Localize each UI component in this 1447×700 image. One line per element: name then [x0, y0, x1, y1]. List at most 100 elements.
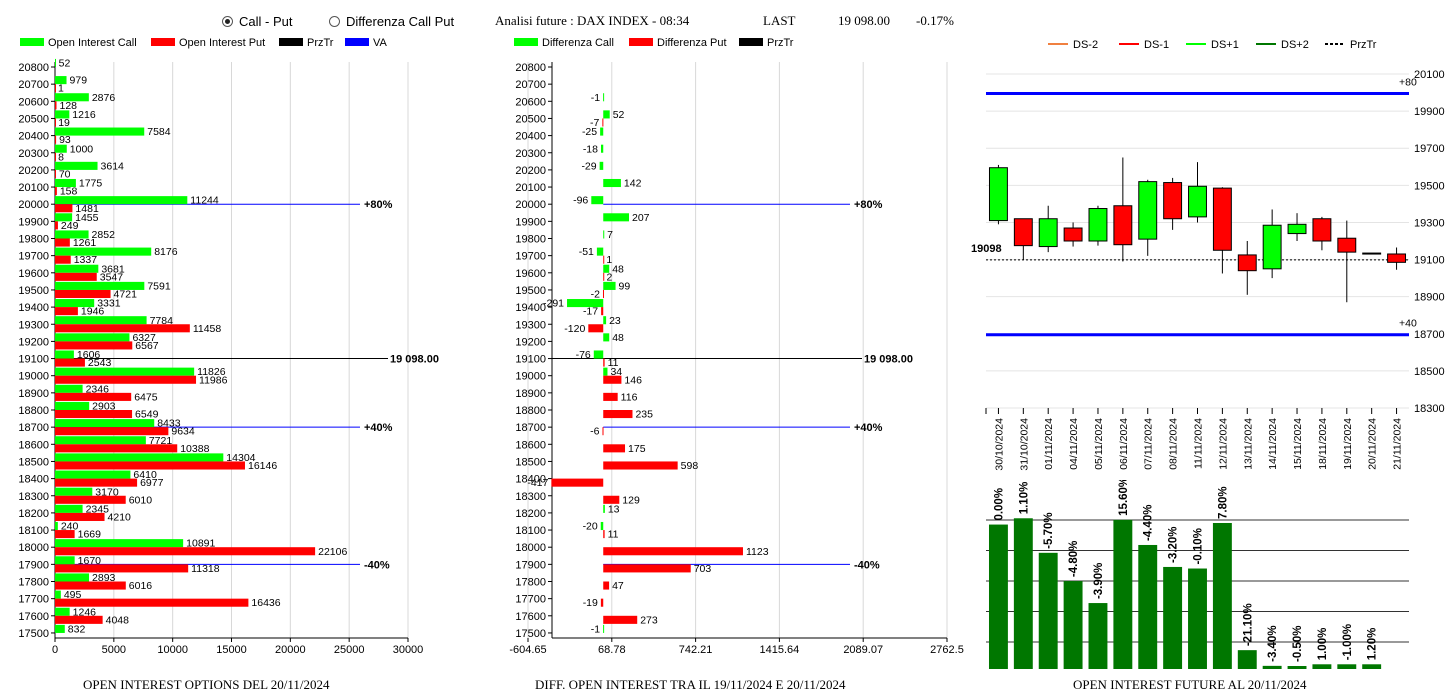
bar-call [55, 93, 89, 102]
y-tick-label: 20600 [18, 96, 49, 108]
data-label: 11244 [190, 195, 219, 207]
data-label: 52 [59, 58, 71, 70]
bar-call [600, 127, 604, 136]
bar-call [603, 110, 610, 119]
y-tick-label: 18500 [18, 456, 49, 468]
bar-label: -3.20% [1168, 527, 1180, 563]
data-label: 8433 [157, 418, 181, 430]
bar-call [593, 350, 604, 359]
x-tick-label: 10000 [157, 644, 188, 656]
data-label: 10891 [186, 538, 215, 550]
bar-put [55, 410, 133, 419]
data-label: 52 [613, 109, 625, 121]
data-label: 7721 [149, 435, 173, 447]
bar-put [55, 495, 126, 504]
bar-call [55, 299, 95, 308]
bar-call [603, 333, 610, 342]
candle-body [1038, 218, 1058, 248]
data-label: 22106 [318, 546, 347, 558]
y-tick-label: 18900 [18, 388, 49, 400]
y-tick-label: 19500 [18, 285, 49, 297]
data-label: 1775 [79, 178, 103, 190]
bar-put [55, 530, 75, 539]
data-label: 7784 [150, 315, 174, 327]
data-label: 1216 [72, 109, 96, 121]
data-label: 175 [628, 443, 646, 455]
radio-differenza-indicator[interactable] [329, 16, 340, 27]
level-label: +40% [854, 422, 883, 434]
candle-body [1188, 185, 1207, 218]
y-tick-label: 17800 [18, 577, 49, 589]
bar-put [55, 135, 57, 144]
data-label: 2543 [88, 357, 112, 369]
y-tick-label: 19000 [18, 371, 49, 383]
bar-put [603, 615, 638, 624]
price-label: 19 098.00 [390, 354, 439, 366]
bar-call [55, 419, 155, 428]
bar-put [603, 358, 605, 367]
legend-label: Differenza Put [657, 37, 727, 49]
data-label: 2893 [92, 572, 116, 584]
y-tick-label: 20800 [18, 62, 49, 74]
data-label: -7 [590, 117, 599, 129]
data-label: 11318 [191, 563, 220, 575]
bar-put [603, 255, 605, 264]
y-tick-label: 18700 [515, 422, 546, 434]
bar-label: 15.60% [1118, 480, 1130, 516]
y-tick-label: 19200 [515, 336, 546, 348]
y-tick-label: 19400 [515, 302, 546, 314]
data-label: 1337 [74, 254, 98, 266]
data-label: 16436 [251, 597, 280, 609]
radio-differenza[interactable]: Differenza Call Put [329, 14, 454, 29]
x-tick-label: 13/11/2024 [1242, 418, 1254, 470]
y-tick-label: 19100 [1414, 255, 1445, 267]
bar-put [55, 444, 178, 453]
diff-footer: DIFF. OPEN INTEREST TRA IL 19/11/2024 E … [535, 677, 846, 692]
x-tick-label: 25000 [334, 644, 365, 656]
candle-body [1387, 253, 1407, 263]
y-tick-label: 19300 [515, 319, 546, 331]
bar-put [600, 598, 604, 607]
y-tick-label: 18300 [515, 491, 546, 503]
bar-call [55, 247, 152, 256]
y-tick-label: 18500 [1414, 366, 1445, 378]
data-label: 128 [60, 100, 78, 112]
y-tick-label: 19500 [1414, 180, 1445, 192]
data-label: 11 [608, 357, 619, 369]
bar-call [55, 590, 61, 599]
legend-swatch [151, 38, 175, 46]
bar-put [603, 495, 620, 504]
data-label: 240 [61, 521, 79, 533]
bar-call [603, 316, 607, 325]
data-label: -25 [582, 126, 597, 138]
data-label: 235 [635, 409, 653, 421]
data-label: 2 [606, 271, 612, 283]
y-tick-label: 18500 [515, 456, 546, 468]
radio-call-put-indicator[interactable] [222, 16, 233, 27]
bar-put [55, 564, 189, 573]
y-tick-label: 17900 [18, 559, 49, 571]
x-tick-label: 5000 [102, 644, 126, 656]
y-tick-label: 19800 [18, 234, 49, 246]
bar-call [55, 230, 89, 239]
top-bar: Call - Put Differenza Call Put Analisi f… [0, 0, 1447, 34]
y-tick-label: 17500 [515, 628, 546, 640]
bar-label: 1.20% [1367, 628, 1379, 661]
y-tick-label: 17600 [515, 611, 546, 623]
x-tick-label: 14/11/2024 [1267, 418, 1279, 470]
bar-call [603, 367, 608, 376]
data-label: -2 [591, 289, 600, 301]
y-tick-label: 19100 [18, 354, 49, 366]
data-label: 6410 [133, 469, 157, 481]
y-tick-label: 20100 [1414, 69, 1445, 81]
future-bar [988, 524, 1008, 669]
candle-body [1013, 218, 1033, 247]
bar-put [603, 392, 618, 401]
bar-put [55, 169, 56, 178]
bar-call [567, 299, 604, 308]
bar-label: -3.90% [1093, 563, 1105, 599]
radio-call-put[interactable]: Call - Put [222, 14, 292, 29]
bar-call [55, 127, 145, 136]
y-tick-label: 19400 [18, 302, 49, 314]
radio-differenza-label: Differenza Call Put [346, 14, 455, 29]
